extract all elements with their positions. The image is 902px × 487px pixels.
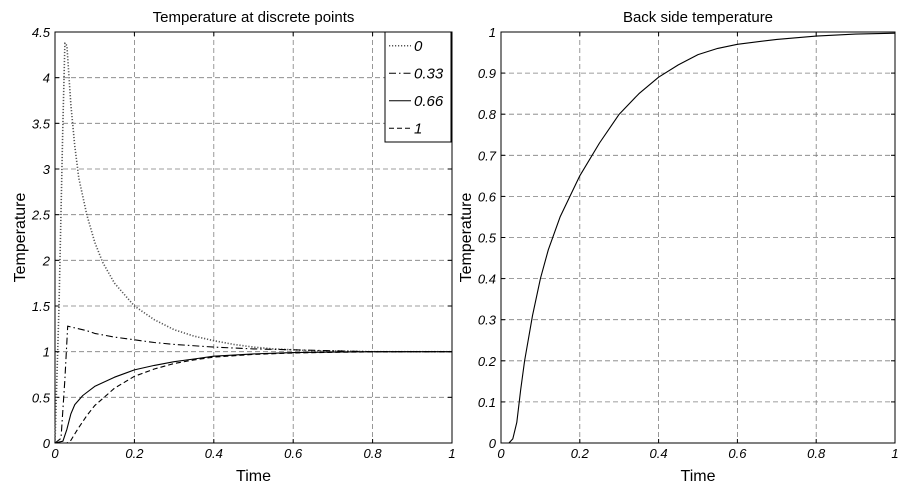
x-tick-label: 1	[891, 446, 898, 461]
y-tick-label: 2	[42, 253, 51, 268]
y-tick-label: 0.9	[478, 66, 496, 81]
x-tick-label: 0.8	[364, 446, 383, 461]
legend-label: 1	[414, 120, 422, 137]
y-tick-label: 3.5	[32, 116, 51, 131]
y-tick-label: 1	[489, 25, 496, 40]
legend-label: 0.66	[414, 93, 444, 110]
legend-box	[384, 31, 452, 143]
y-tick-label: 0.6	[478, 189, 497, 204]
x-tick-label: 0.4	[650, 446, 668, 461]
series-line-0-66	[54, 351, 452, 444]
series-line-0	[54, 42, 452, 444]
y-tick-label: 0	[489, 436, 497, 451]
series-line-1	[501, 32, 896, 444]
y-tick-label: 1	[43, 345, 50, 360]
x-axis-label: Time	[236, 468, 271, 485]
x-tick-label: 0.2	[571, 446, 590, 461]
y-tick-label: 0.1	[478, 395, 496, 410]
x-tick-label: 0.6	[728, 446, 747, 461]
x-tick-label: 1	[448, 446, 455, 461]
x-axis-label: Time	[681, 468, 716, 485]
y-tick-label: 1.5	[32, 299, 51, 314]
chart-title: Temperature at discrete points	[153, 9, 355, 26]
y-tick-label: 0.2	[478, 354, 497, 369]
chart-panel-1: 0 0.2 0.4 0.6 0.8 1 0 0.5 1 1.5 2 2.5 3 3.5 4 4.5 Temper…	[12, 9, 456, 485]
y-tick-label: 0.5	[32, 390, 51, 405]
legend: 0 0.33 0.66 1	[384, 31, 452, 143]
y-tick-label: 0	[43, 436, 51, 451]
y-axis-label: Temperature	[458, 192, 475, 282]
legend-label: 0	[414, 38, 423, 55]
y-tick-label: 4.5	[32, 25, 51, 40]
y-tick-label: 0.3	[478, 313, 497, 328]
x-tick-label: 0.2	[125, 446, 144, 461]
y-tick-label: 2.5	[31, 208, 51, 223]
x-tick-label: 0.4	[205, 446, 223, 461]
x-tick-label: 0.8	[807, 446, 826, 461]
series-line-0-33	[54, 325, 452, 444]
x-tick-label: 0	[497, 446, 505, 461]
y-tick-label: 0.8	[478, 107, 497, 122]
y-tick-label: 0.7	[478, 148, 497, 163]
legend-label: 0.33	[414, 65, 444, 82]
y-tick-label: 0.4	[478, 272, 496, 287]
y-axis-label: Temperature	[12, 192, 29, 282]
y-tick-label: 4	[43, 71, 50, 86]
x-tick-label: 0	[51, 446, 59, 461]
chart-title: Back side temperature	[623, 9, 773, 26]
axes-box	[54, 31, 453, 444]
x-tick-label: 0.6	[284, 446, 303, 461]
series-line-1	[55, 351, 452, 444]
y-tick-label: 3	[43, 162, 51, 177]
chart-panel-2: 0 0.2 0.4 0.6 0.8 1 0 0.1 0.2 0.3 0.4 0.5 0.6 0.7 0.8 0…	[458, 9, 899, 485]
y-tick-label: 0.5	[478, 231, 497, 246]
